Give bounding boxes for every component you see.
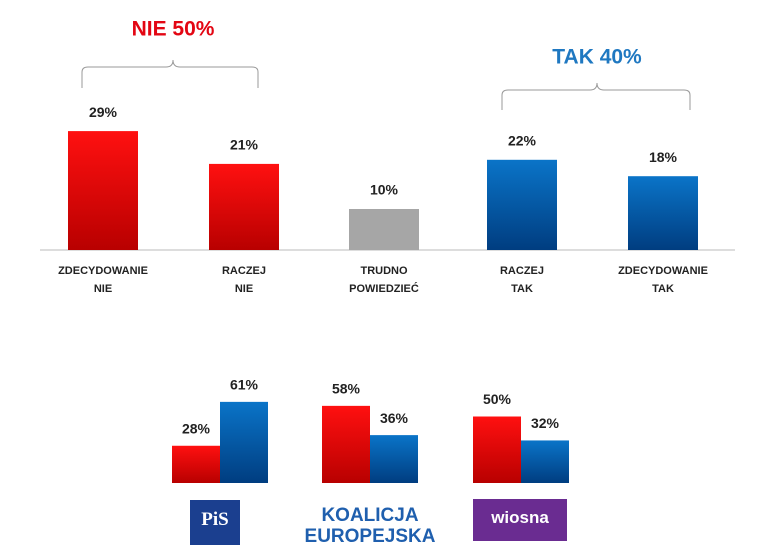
party-logo: KOALICJA EUROPEJSKA	[304, 505, 436, 547]
value-label: 29%	[89, 104, 118, 120]
bar	[172, 445, 220, 483]
bracket	[501, 82, 691, 110]
value-label: 36%	[380, 410, 409, 426]
bar	[349, 209, 419, 250]
party-logo: PiS	[201, 509, 229, 530]
value-label: 22%	[508, 133, 537, 149]
value-label: 28%	[182, 420, 211, 436]
value-label: 21%	[230, 137, 259, 153]
category-label: ZDECYDOWANIE NIE	[58, 265, 148, 295]
value-label: 61%	[230, 377, 259, 393]
category-label: RACZEJ NIE	[221, 265, 266, 295]
bar	[473, 416, 521, 483]
annotation: TAK 40%	[552, 46, 642, 69]
bar	[487, 159, 557, 250]
value-label: 18%	[649, 149, 678, 165]
bar	[322, 405, 370, 483]
bar	[628, 176, 698, 250]
annotation: NIE 50%	[132, 18, 215, 41]
bar	[220, 401, 268, 483]
category-label: RACZEJ TAK	[499, 265, 544, 295]
bar	[68, 131, 138, 250]
category-label: TRUDNO POWIEDZIEĆ	[349, 265, 419, 295]
value-label: 58%	[332, 381, 361, 397]
value-label: 50%	[483, 391, 512, 407]
value-label: 10%	[370, 182, 399, 198]
party-logo: wiosna	[491, 508, 549, 527]
category-label: ZDECYDOWANIE TAK	[618, 265, 708, 295]
bracket	[81, 59, 259, 88]
bar	[521, 440, 569, 483]
pis-logo-bg	[190, 500, 240, 545]
bar	[209, 163, 279, 250]
wiosna-logo-bg	[473, 499, 567, 541]
bar	[370, 435, 418, 483]
value-label: 32%	[531, 415, 560, 431]
